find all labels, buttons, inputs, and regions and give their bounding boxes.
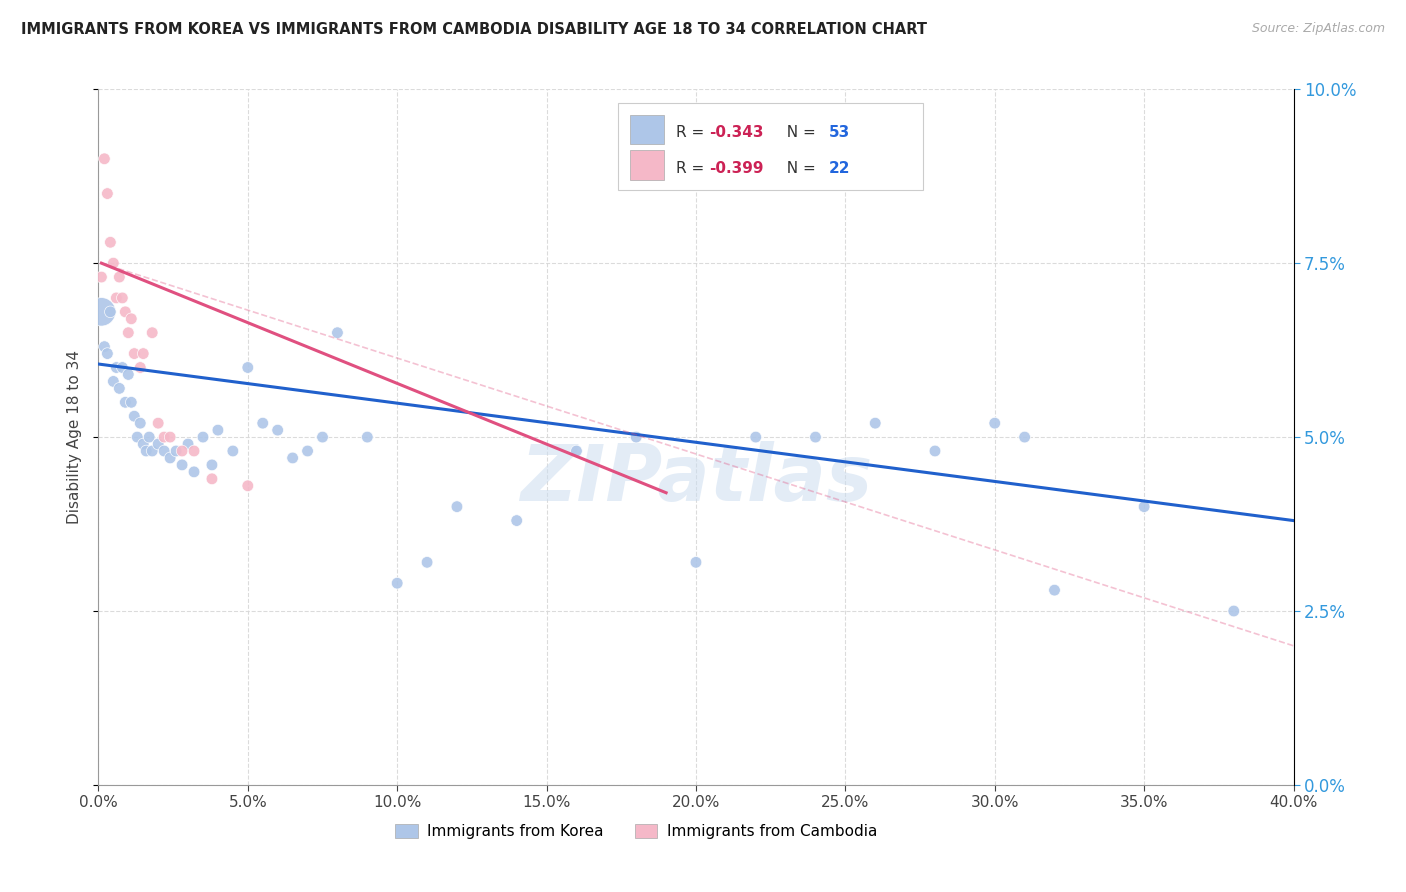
Text: N =: N =	[778, 126, 821, 140]
Text: R =: R =	[676, 126, 709, 140]
Text: Source: ZipAtlas.com: Source: ZipAtlas.com	[1251, 22, 1385, 36]
Point	[159, 430, 181, 444]
Point	[183, 465, 205, 479]
Point	[111, 291, 134, 305]
Point	[117, 368, 139, 382]
Point	[96, 346, 118, 360]
Point	[96, 186, 118, 201]
Y-axis label: Disability Age 18 to 34: Disability Age 18 to 34	[67, 350, 83, 524]
Point	[127, 430, 149, 444]
Point	[1014, 430, 1036, 444]
Point	[1043, 583, 1066, 598]
Point	[236, 479, 259, 493]
Point	[222, 444, 245, 458]
Point	[148, 437, 170, 451]
Point	[105, 291, 128, 305]
Point	[1223, 604, 1246, 618]
Point	[153, 444, 176, 458]
Point	[90, 270, 112, 285]
Point	[103, 256, 125, 270]
Point	[172, 444, 194, 458]
Text: ZIPatlas: ZIPatlas	[520, 441, 872, 516]
Point	[114, 305, 136, 319]
Point	[1133, 500, 1156, 514]
Point	[416, 555, 439, 569]
Point	[90, 305, 112, 319]
Point	[183, 444, 205, 458]
Point	[804, 430, 827, 444]
FancyBboxPatch shape	[630, 151, 664, 179]
Point	[141, 444, 163, 458]
Point	[120, 311, 142, 326]
Point	[129, 416, 152, 430]
Text: R =: R =	[676, 161, 709, 176]
Point	[159, 450, 181, 465]
Point	[93, 152, 115, 166]
Point	[685, 555, 707, 569]
Point	[165, 444, 187, 458]
Text: 53: 53	[828, 126, 849, 140]
Point	[281, 450, 304, 465]
Point	[446, 500, 468, 514]
Point	[201, 458, 224, 472]
Point	[745, 430, 768, 444]
Point	[129, 360, 152, 375]
Point	[135, 444, 157, 458]
Text: 22: 22	[828, 161, 851, 176]
Point	[124, 346, 146, 360]
Point	[93, 340, 115, 354]
Point	[201, 472, 224, 486]
Point	[120, 395, 142, 409]
Point	[924, 444, 946, 458]
Point	[506, 514, 529, 528]
Text: N =: N =	[778, 161, 821, 176]
Point	[252, 416, 274, 430]
Point	[565, 444, 588, 458]
Point	[148, 416, 170, 430]
Point	[114, 395, 136, 409]
Point	[103, 375, 125, 389]
Point	[626, 430, 648, 444]
Point	[177, 437, 200, 451]
Point	[153, 430, 176, 444]
Point	[865, 416, 887, 430]
Point	[191, 430, 214, 444]
Point	[356, 430, 378, 444]
Point	[132, 437, 155, 451]
Point	[124, 409, 146, 424]
Legend: Immigrants from Korea, Immigrants from Cambodia: Immigrants from Korea, Immigrants from C…	[388, 816, 884, 847]
Point	[141, 326, 163, 340]
Point	[297, 444, 319, 458]
Point	[311, 430, 333, 444]
FancyBboxPatch shape	[619, 103, 922, 190]
Point	[98, 305, 122, 319]
Text: -0.343: -0.343	[709, 126, 763, 140]
Point	[207, 423, 229, 437]
Text: IMMIGRANTS FROM KOREA VS IMMIGRANTS FROM CAMBODIA DISABILITY AGE 18 TO 34 CORREL: IMMIGRANTS FROM KOREA VS IMMIGRANTS FROM…	[21, 22, 927, 37]
Point	[172, 458, 194, 472]
Point	[984, 416, 1007, 430]
Point	[108, 270, 131, 285]
Point	[385, 576, 409, 591]
Point	[108, 381, 131, 395]
FancyBboxPatch shape	[630, 115, 664, 145]
Point	[236, 360, 259, 375]
Point	[132, 346, 155, 360]
Point	[117, 326, 139, 340]
Point	[267, 423, 290, 437]
Point	[326, 326, 349, 340]
Point	[111, 360, 134, 375]
Point	[138, 430, 160, 444]
Point	[105, 360, 128, 375]
Point	[98, 235, 122, 250]
Text: -0.399: -0.399	[709, 161, 763, 176]
